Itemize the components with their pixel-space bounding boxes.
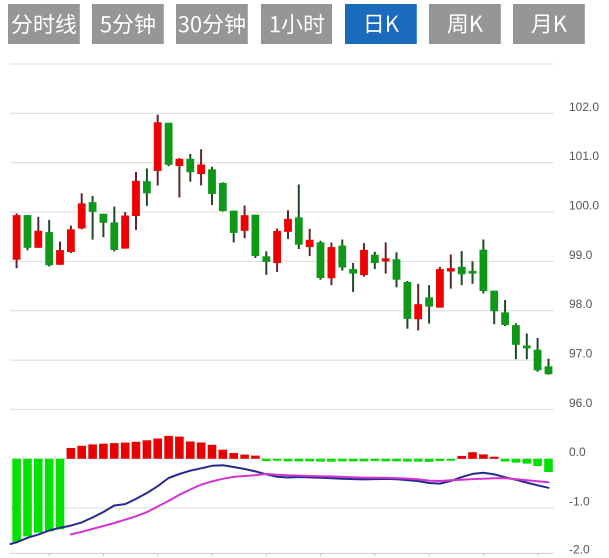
svg-text:-2.0: -2.0 (569, 543, 590, 557)
svg-text:102.0: 102.0 (569, 100, 599, 114)
svg-text:98.0: 98.0 (569, 297, 593, 311)
svg-text:99.0: 99.0 (569, 248, 593, 262)
svg-text:0.0: 0.0 (569, 445, 586, 459)
svg-text:96.0: 96.0 (569, 396, 593, 410)
svg-text:97.0: 97.0 (569, 347, 593, 361)
svg-text:101.0: 101.0 (569, 149, 599, 163)
svg-text:100.0: 100.0 (569, 199, 599, 213)
svg-text:-1.0: -1.0 (569, 495, 590, 509)
